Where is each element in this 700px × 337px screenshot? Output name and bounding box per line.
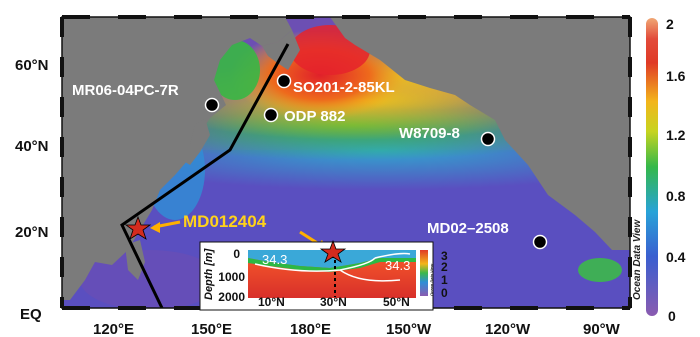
- inset-star-marker: [319, 239, 347, 263]
- lon-label-150e: 150°E: [191, 321, 232, 337]
- colorbar-tick-0-8: 0.8: [666, 188, 686, 204]
- inset-y-tick-2000: 2000: [218, 290, 245, 304]
- site-label-so201: SO201-2-85KL: [293, 79, 395, 96]
- inset-x-tick-30n: 30°N: [320, 295, 347, 309]
- inset-cb-tick-3: 3: [441, 249, 448, 263]
- kamchatka-landmass: [262, 30, 300, 70]
- site-marker-mr06: [204, 97, 220, 113]
- track-line: [120, 43, 290, 308]
- inset-y-tick-0: 0: [233, 247, 240, 261]
- lon-label-120e: 120°E: [93, 321, 134, 337]
- eastern-green: [578, 258, 622, 282]
- colorbar-tick-1-2: 1.2: [666, 127, 686, 143]
- map-panel: [62, 17, 630, 308]
- md012404-arrow-head: [150, 222, 160, 233]
- colorbar-tick-0: 0: [668, 308, 676, 324]
- asia-landmass: [62, 17, 292, 300]
- lat-label-60: 60°N: [15, 57, 49, 74]
- site-marker-so201: [276, 73, 292, 89]
- west-purple: [80, 250, 220, 308]
- lon-label-90w: 90°W: [583, 321, 621, 337]
- inset-y-axis-label: Depth [m]: [203, 248, 215, 300]
- north-america-landmass: [330, 17, 630, 250]
- inset-x-tick-50n: 50°N: [383, 295, 410, 309]
- label-md012404: MD012404: [183, 212, 267, 231]
- inset-isohaline: [254, 252, 411, 282]
- inset-x-tick-10n: 10°N: [258, 295, 285, 309]
- inset-y-tick-1000: 1000: [218, 270, 245, 284]
- inset-panel: 34.3 34.3 Depth [m] 0 1000 2000 10°N 30°…: [199, 239, 448, 311]
- japan-islands: [182, 118, 210, 165]
- site-marker-md02: [532, 234, 548, 250]
- lon-label-180e: 180°E: [290, 321, 331, 337]
- site-label-md02: MD02–2508: [427, 220, 509, 237]
- inset-cb-tick-0: 0: [441, 286, 448, 300]
- site-label-mr06: MR06-04PC-7R: [72, 82, 179, 99]
- inset-green-layer: [248, 258, 416, 272]
- site-marker-w8709: [480, 131, 496, 147]
- site-label-odp882: ODP 882: [284, 108, 345, 125]
- lat-label-40: 40°N: [15, 138, 49, 155]
- lat-label-20: 20°N: [15, 224, 49, 241]
- lat-label-eq: EQ: [20, 306, 42, 323]
- site-label-w8709: W8709-8: [399, 125, 460, 142]
- lon-label-120w: 120°W: [485, 321, 531, 337]
- colorbar-tick-0-4: 0.4: [666, 249, 686, 265]
- inset-cb-tick-2: 2: [441, 260, 448, 274]
- inset-odv-label: Ocean Data View: [429, 263, 434, 296]
- inset-colorbar: [420, 250, 428, 296]
- lon-label-150w: 150°W: [386, 321, 432, 337]
- inset-cb-tick-1: 1: [441, 273, 448, 287]
- inset-surface-layer: [248, 250, 416, 268]
- inset-isohaline-label-1: 34.3: [262, 252, 287, 267]
- inset-isohaline-label-2: 34.3: [385, 258, 410, 273]
- odv-watermark: Ocean Data View: [632, 219, 643, 300]
- colorbar-tick-2: 2: [666, 16, 674, 32]
- philippines-islands: [125, 240, 145, 280]
- colorbar: [646, 18, 658, 316]
- site-marker-odp882: [263, 107, 279, 123]
- colorbar-tick-1-6: 1.6: [666, 68, 686, 84]
- star-marker-md012404: [124, 215, 152, 240]
